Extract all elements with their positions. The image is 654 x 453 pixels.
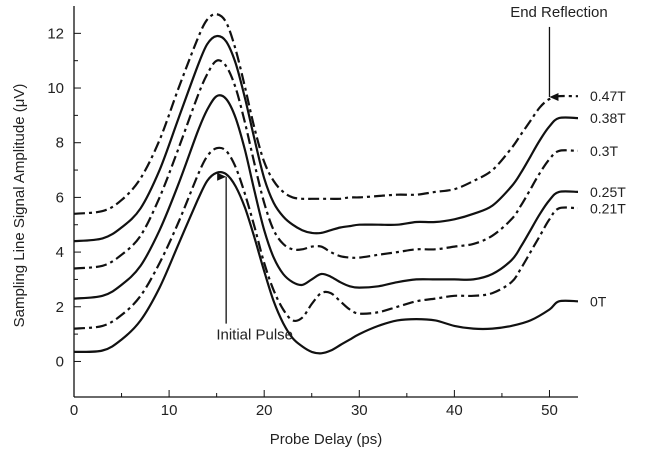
series-line-021t: [73, 146, 579, 330]
legend-label-038t: 0.38T: [590, 110, 626, 126]
y-tick-label: 10: [47, 80, 64, 97]
x-tick-label: 20: [256, 402, 273, 419]
x-tick-label: 10: [161, 402, 178, 419]
series-line-038t: [73, 34, 579, 243]
series-line-025t: [73, 94, 579, 300]
y-tick-label: 2: [56, 299, 64, 316]
y-tick-label: 6: [56, 189, 64, 206]
y-tick-label: 4: [56, 244, 64, 261]
y-tick-label: 12: [47, 25, 64, 42]
legend-label-021t: 0.21T: [590, 200, 626, 216]
legend-label-025t: 0.25T: [590, 184, 626, 200]
legend-label-047t: 0.47T: [590, 88, 626, 104]
annotation-initial-pulse: Initial Pulse: [216, 327, 293, 344]
legend-label-03t: 0.3T: [590, 143, 618, 159]
x-axis-title: Probe Delay (ps): [270, 431, 383, 448]
legend-label-0t: 0T: [590, 293, 607, 309]
x-tick-label: 40: [446, 402, 463, 419]
y-axis-title: Sampling Line Signal Amplitude (μV): [11, 84, 28, 328]
series-group: [73, 13, 579, 355]
y-tick-label: 0: [56, 353, 64, 370]
axes: 0 10 20 30 40 50 0 2 4 6 8 10 12: [47, 6, 578, 419]
x-tick-label: 30: [351, 402, 368, 419]
series-line-03t: [73, 59, 579, 270]
x-tick-label: 50: [541, 402, 558, 419]
annotation-end-reflection: End Reflection: [510, 4, 608, 21]
x-tick-label: 0: [70, 402, 78, 419]
y-tick-label: 8: [56, 135, 64, 152]
annotations: End Reflection Initial Pulse: [216, 4, 607, 344]
series-line-0t: [73, 171, 579, 355]
series-line-047t: [73, 13, 579, 215]
